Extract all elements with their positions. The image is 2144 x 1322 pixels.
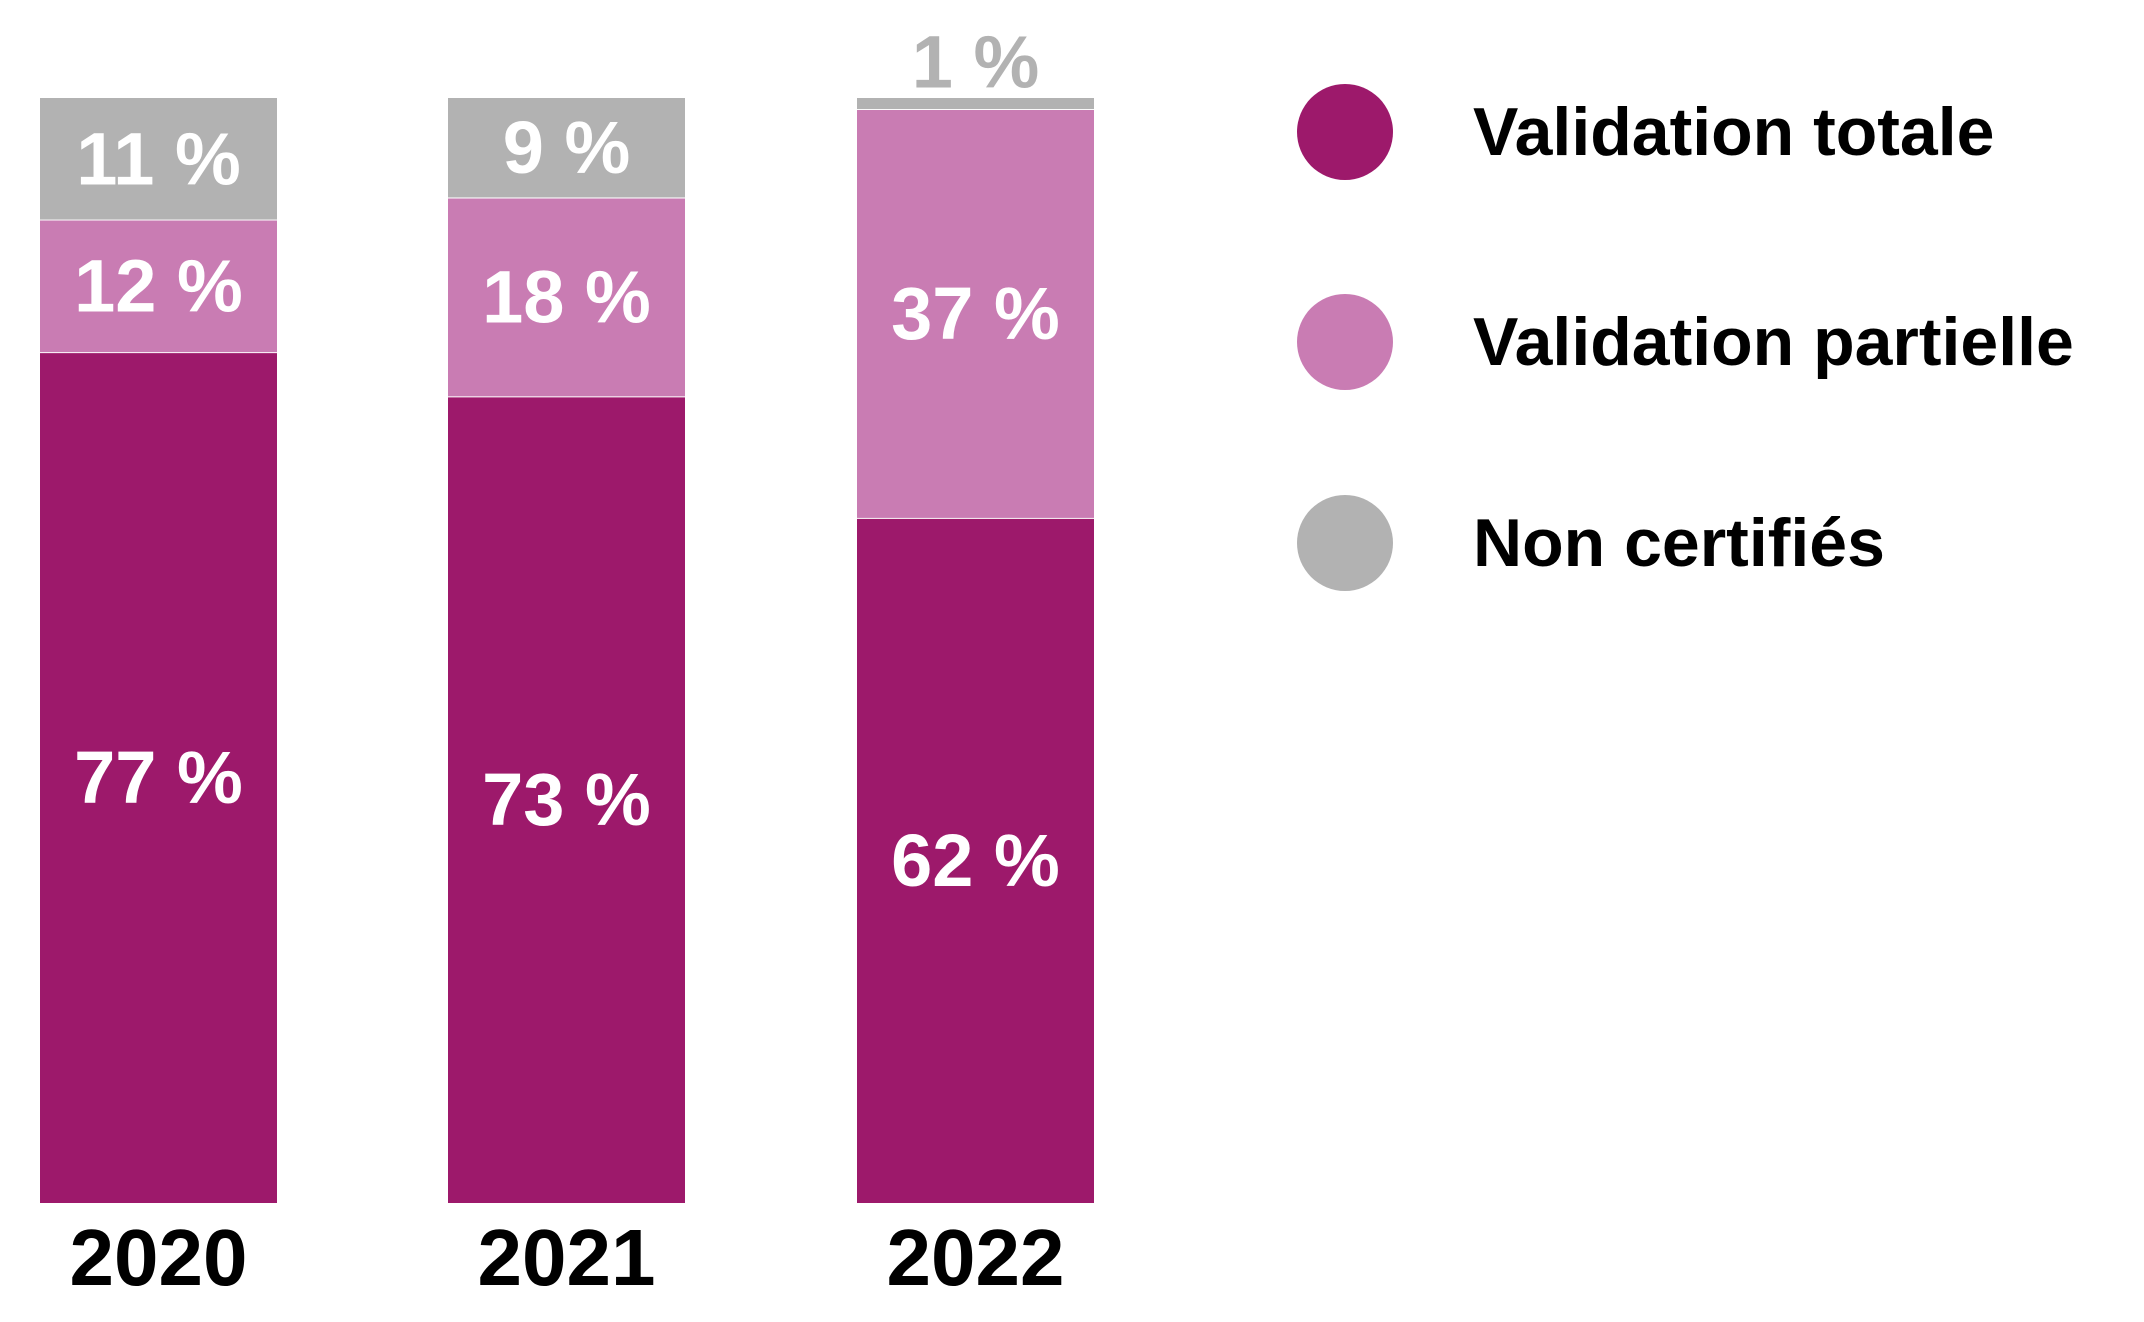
- bar-segment-validation-partielle-2020: [40, 219, 277, 353]
- bar-segment-validation-totale-2020: [40, 352, 277, 1203]
- bar-segment-non-certifies-2020: [40, 98, 277, 220]
- x-axis-labels-group: 2020 2021 2022: [70, 1213, 1065, 1302]
- legend-label-validation-totale: Validation totale: [1473, 94, 1994, 170]
- bar-segment-validation-totale-2021: [448, 396, 685, 1204]
- x-tick-label-2020: 2020: [70, 1213, 248, 1302]
- data-label-non-certifies-2020: 11 %: [76, 117, 241, 200]
- legend: Validation totale Validation partielle Non…: [1297, 84, 2074, 591]
- legend-swatch-non-certifies: [1297, 495, 1393, 591]
- data-label-non-certifies-2021: 9 %: [503, 106, 631, 189]
- bar-segment-validation-partielle-2022: [857, 109, 1094, 518]
- data-label-validation-totale-2020: 77 %: [74, 736, 243, 819]
- legend-label-non-certifies: Non certifiés: [1473, 505, 1885, 581]
- data-label-validation-partielle-2021: 18 %: [482, 255, 651, 338]
- legend-label-validation-partielle: Validation partielle: [1473, 304, 2074, 380]
- data-label-validation-totale-2021: 73 %: [482, 758, 651, 841]
- bar-segment-validation-totale-2022: [857, 517, 1094, 1203]
- data-label-validation-partielle-2020: 12 %: [74, 244, 243, 327]
- data-label-validation-totale-2022: 62 %: [891, 819, 1060, 902]
- data-label-non-certifies-2022: 1 %: [912, 21, 1040, 104]
- bar-segment-non-certifies-2021: [448, 98, 685, 198]
- x-tick-label-2021: 2021: [478, 1213, 656, 1302]
- legend-swatch-validation-partielle: [1297, 294, 1393, 390]
- bars-group: [40, 98, 1094, 1204]
- segment-labels-group: 77 % 12 % 11 % 73 % 18 % 9 % 62 % 37 % 1 %: [74, 21, 1060, 902]
- data-label-validation-partielle-2022: 37 %: [891, 272, 1060, 355]
- bar-segment-validation-partielle-2021: [448, 197, 685, 397]
- x-tick-label-2022: 2022: [887, 1213, 1065, 1302]
- bar-segment-non-certifies-2022: [857, 98, 1094, 110]
- legend-swatch-validation-totale: [1297, 84, 1393, 180]
